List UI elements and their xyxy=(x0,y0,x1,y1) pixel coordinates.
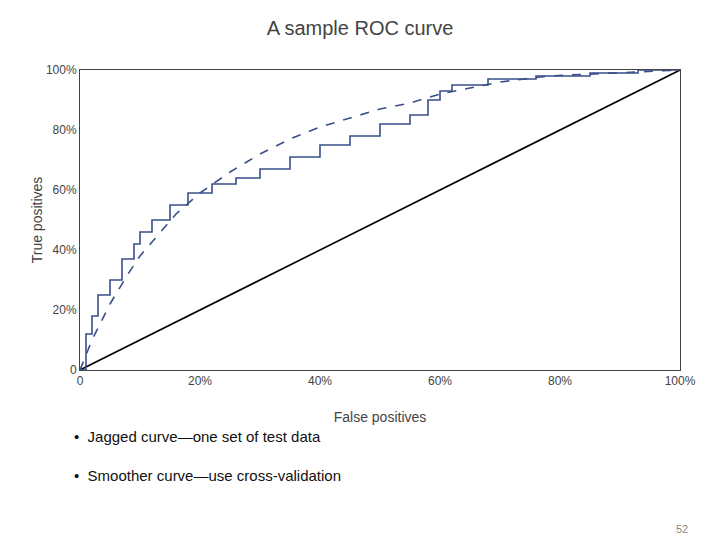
svg-text:0: 0 xyxy=(77,374,84,388)
svg-text:True positives: True positives xyxy=(29,177,45,264)
svg-text:80%: 80% xyxy=(548,374,572,388)
svg-text:False positives: False positives xyxy=(334,409,427,425)
svg-text:40%: 40% xyxy=(308,374,332,388)
svg-text:100%: 100% xyxy=(665,374,696,388)
svg-text:20%: 20% xyxy=(188,374,212,388)
svg-text:60%: 60% xyxy=(428,374,452,388)
svg-text:52: 52 xyxy=(676,523,688,535)
svg-text:60%: 60% xyxy=(53,183,77,197)
svg-text:20%: 20% xyxy=(53,303,77,317)
svg-text:100%: 100% xyxy=(46,63,77,77)
svg-text:80%: 80% xyxy=(53,123,77,137)
svg-text:A sample ROC curve: A sample ROC curve xyxy=(267,17,454,39)
svg-text:0: 0 xyxy=(70,363,77,377)
svg-text:40%: 40% xyxy=(53,243,77,257)
svg-text:• Smoother curve—use cross-va: • Smoother curve—use cross-validation xyxy=(74,467,341,484)
svg-text:• Jagged curve—one set of tes: • Jagged curve—one set of test data xyxy=(74,428,321,445)
